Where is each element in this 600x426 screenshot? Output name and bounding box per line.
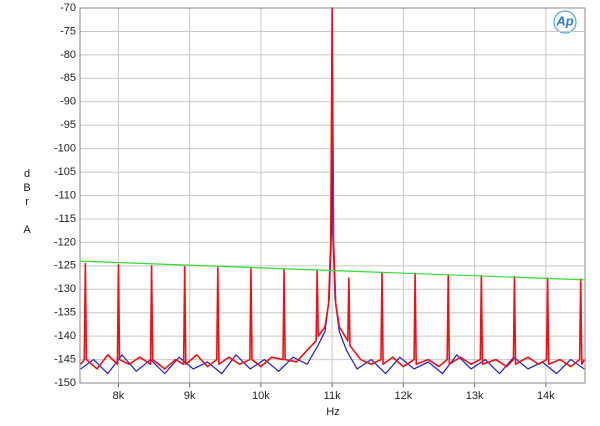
y-tick-label: -105	[54, 166, 76, 178]
y-tick-label: -125	[54, 260, 76, 272]
x-tick-label: 13k	[466, 390, 484, 402]
y-tick-label: -135	[54, 307, 76, 319]
logo: Ap	[555, 13, 573, 28]
y-tick-label: -145	[54, 353, 76, 365]
y-tick-label: -75	[60, 25, 76, 37]
y-tick-label: -115	[55, 213, 76, 225]
x-tick-label: 10k	[252, 390, 270, 402]
y-tick-label: -70	[60, 2, 76, 14]
y-tick-label: -95	[60, 119, 76, 131]
y-tick-label: -110	[55, 189, 76, 201]
y-axis-label: dBr A	[21, 168, 33, 238]
logo-circle	[553, 10, 577, 34]
y-tick-label: -120	[54, 236, 76, 248]
y-tick-label: -80	[60, 49, 76, 61]
x-axis-label: Hz	[326, 406, 339, 418]
y-tick-label: -130	[54, 283, 76, 295]
y-tick-label: -150	[54, 377, 76, 389]
x-tick-label: 8k	[113, 390, 125, 402]
x-tick-label: 14k	[537, 390, 555, 402]
y-tick-label: -85	[60, 72, 76, 84]
y-tick-label: -100	[54, 143, 76, 155]
x-tick-label: 12k	[394, 390, 412, 402]
y-tick-label: -90	[60, 96, 76, 108]
x-tick-label: 11k	[324, 390, 341, 402]
series-line	[80, 7, 585, 370]
series-line	[79, 260, 586, 281]
y-tick-label: -140	[54, 330, 76, 342]
x-tick-label: 9k	[184, 390, 196, 402]
